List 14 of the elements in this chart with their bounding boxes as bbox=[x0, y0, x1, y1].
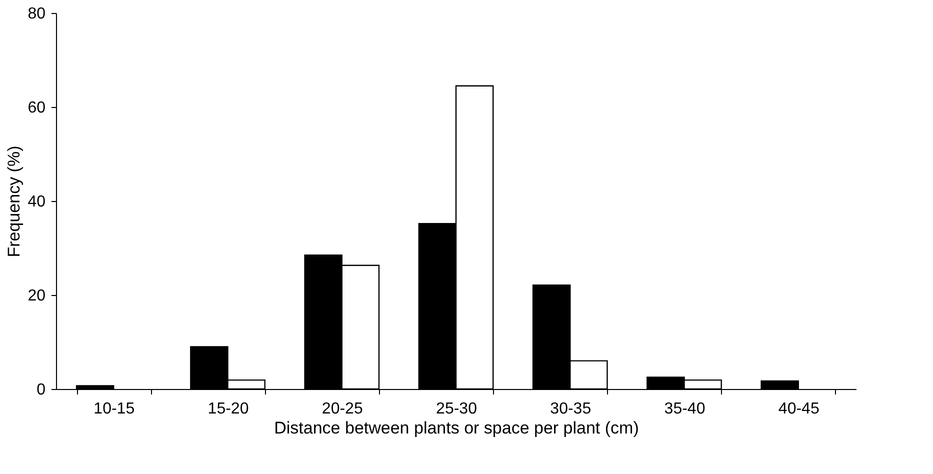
y-tick-label: 40 bbox=[28, 194, 46, 210]
x-tick-label: 25-30 bbox=[436, 400, 478, 418]
y-tick-label: 0 bbox=[36, 382, 46, 398]
x-tick-label: 15-20 bbox=[208, 400, 249, 418]
y-axis-title: Frequency (%) bbox=[4, 146, 24, 258]
x-tick-label: 35-40 bbox=[664, 400, 706, 418]
x-tick-label: 40-45 bbox=[778, 400, 820, 418]
x-tick-label: 10-15 bbox=[94, 400, 135, 418]
x-tick-label: 30-35 bbox=[550, 400, 592, 418]
x-axis-title: Distance between plants or space per plant (cm) bbox=[274, 418, 639, 438]
y-tick-label: 80 bbox=[28, 6, 46, 22]
x-tick-label: 20-25 bbox=[322, 400, 363, 418]
y-tick-label: 60 bbox=[28, 100, 46, 116]
y-tick-label: 20 bbox=[28, 288, 46, 304]
